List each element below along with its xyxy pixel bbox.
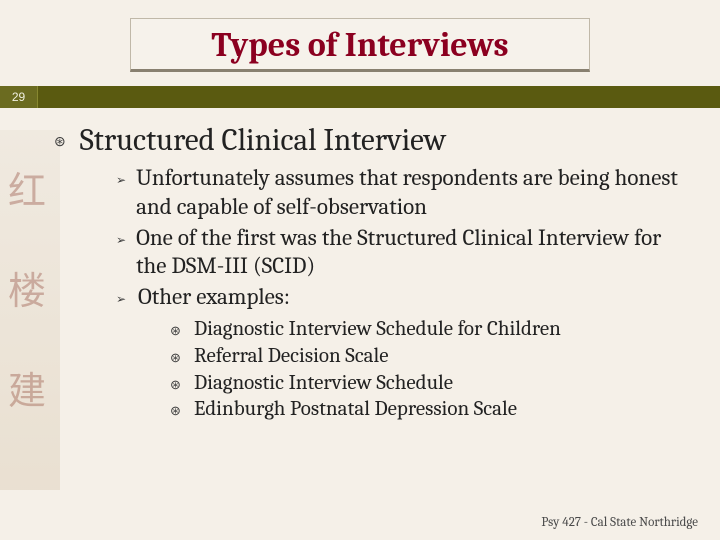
footer-text: Psy 427 - Cal State Northridge [541, 515, 698, 530]
level2-text: Unfortunately assumes that respondents a… [136, 164, 680, 222]
page-number-bar: 29 [0, 86, 720, 108]
dot-bullet-icon: ⊛ [170, 403, 184, 419]
triangle-bullet-icon: ➢ [116, 173, 126, 188]
title-box: Types of Interviews [130, 18, 589, 72]
bullet-level2: ➢ Unfortunately assumes that respondents… [116, 164, 680, 222]
content-area: ⊛ Structured Clinical Interview ➢ Unfort… [0, 108, 720, 423]
bullet-level2: ➢ One of the first was the Structured Cl… [116, 224, 680, 282]
title-area: Types of Interviews [0, 0, 720, 80]
bullet-level3: ⊛ Diagnostic Interview Schedule [170, 370, 680, 397]
page-number: 29 [0, 86, 38, 108]
triangle-bullet-icon: ➢ [116, 233, 126, 248]
slide-container: Types of Interviews 29 ⊛ Structured Clin… [0, 0, 720, 540]
level3-text: Edinburgh Postnatal Depression Scale [194, 396, 517, 423]
dot-bullet-icon: ⊛ [170, 377, 184, 393]
bullet-level3: ⊛ Diagnostic Interview Schedule for Chil… [170, 316, 680, 343]
bullet-level3: ⊛ Edinburgh Postnatal Depression Scale [170, 396, 680, 423]
dot-bullet-icon: ⊛ [170, 323, 184, 339]
level3-text: Diagnostic Interview Schedule [194, 370, 453, 397]
bullet-level2: ➢ Other examples: [116, 283, 680, 312]
circle-bullet-icon: ⊛ [54, 134, 66, 151]
level3-text: Diagnostic Interview Schedule for Childr… [194, 316, 561, 343]
level2-list: ➢ Unfortunately assumes that respondents… [116, 164, 680, 312]
level3-text: Referral Decision Scale [194, 343, 388, 370]
dot-bullet-icon: ⊛ [170, 350, 184, 366]
triangle-bullet-icon: ➢ [116, 292, 128, 307]
level2-text: Other examples: [138, 283, 290, 312]
level3-list: ⊛ Diagnostic Interview Schedule for Chil… [170, 316, 680, 424]
bullet-level1: ⊛ Structured Clinical Interview [54, 122, 680, 158]
bullet-level3: ⊛ Referral Decision Scale [170, 343, 680, 370]
level2-text: One of the first was the Structured Clin… [136, 224, 680, 282]
level1-text: Structured Clinical Interview [80, 122, 446, 158]
slide-title: Types of Interviews [211, 25, 508, 65]
